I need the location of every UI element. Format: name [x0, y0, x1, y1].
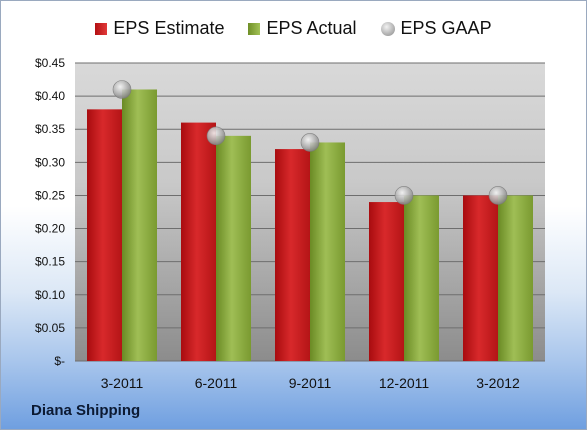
y-tick-label: $0.45: [35, 56, 65, 70]
bar-eps-actual: [310, 142, 345, 361]
legend-label-actual: EPS Actual: [266, 18, 357, 38]
x-tick-label: 12-2011: [379, 375, 430, 391]
bar-eps-estimate: [181, 122, 216, 361]
x-tick-label: 6-2011: [195, 375, 238, 391]
company-name: Diana Shipping: [31, 402, 141, 419]
legend-swatch-gaap: [380, 21, 395, 36]
y-tick-label: $-: [54, 354, 65, 368]
x-tick-label: 9-2011: [289, 375, 332, 391]
legend-item-estimate: EPS Estimate: [95, 18, 224, 39]
bar-eps-actual: [216, 135, 251, 361]
x-tick-label: 3-2011: [101, 375, 144, 391]
legend-label-gaap: EPS GAAP: [400, 18, 492, 38]
bar-eps-estimate: [463, 195, 498, 361]
bar-eps-estimate: [369, 202, 404, 361]
y-tick-label: $0.10: [35, 288, 65, 302]
x-axis-ticks: 3-2011 6-2011 9-2011 12-2011 3-2012: [101, 375, 520, 391]
y-tick-label: $0.40: [35, 89, 65, 103]
marker-eps-gaap: [394, 186, 414, 205]
legend: EPS Estimate EPS Actual EPS GAAP: [1, 18, 586, 39]
y-tick-label: $0.30: [35, 155, 65, 169]
bar-eps-estimate: [275, 149, 310, 361]
y-tick-label: $0.20: [35, 222, 65, 236]
legend-item-actual: EPS Actual: [248, 18, 357, 39]
y-axis-ticks: $- $0.05 $0.10 $0.15 $0.20 $0.25 $0.30 $0.35 $0.…: [35, 56, 65, 368]
marker-eps-gaap: [488, 186, 508, 205]
legend-label-estimate: EPS Estimate: [113, 18, 225, 38]
bar-eps-estimate: [87, 109, 122, 361]
bars: [87, 89, 533, 361]
bar-eps-actual: [122, 89, 157, 361]
legend-swatch-estimate: [95, 22, 108, 35]
bar-eps-actual: [404, 195, 439, 361]
x-tick-label: 3-2012: [476, 375, 520, 391]
legend-item-gaap: EPS GAAP: [380, 18, 492, 39]
marker-eps-gaap: [206, 126, 226, 146]
y-tick-label: $0.15: [35, 255, 65, 269]
y-tick-label: $0.35: [35, 122, 65, 136]
legend-swatch-actual: [248, 22, 261, 35]
bar-eps-actual: [498, 195, 533, 361]
marker-eps-gaap: [300, 133, 320, 152]
y-tick-label: $0.05: [35, 321, 65, 335]
gaap-markers: [112, 80, 508, 205]
y-tick-label: $0.25: [35, 188, 65, 202]
marker-eps-gaap: [112, 80, 132, 99]
